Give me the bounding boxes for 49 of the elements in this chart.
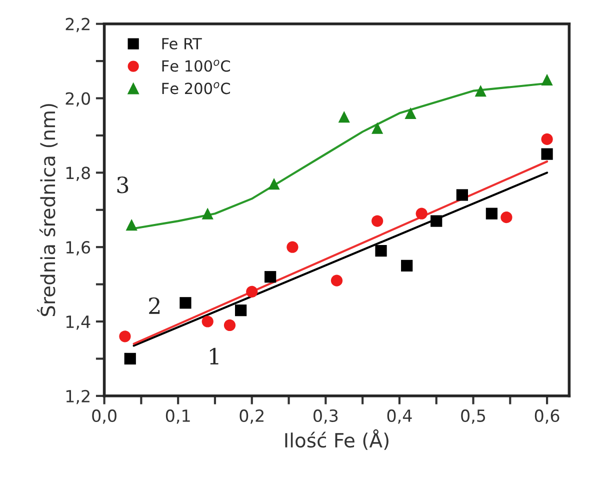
point <box>541 148 553 160</box>
legend-label: Fe 200$^{o}$C <box>162 82 230 94</box>
point <box>202 316 214 328</box>
point <box>401 260 413 272</box>
point <box>474 85 486 97</box>
point <box>124 352 136 365</box>
y-tick-label: 1,2 <box>66 390 90 404</box>
legend-label: Fe RT <box>162 38 202 50</box>
legend-label: Fe 100$^{o}$C <box>162 60 230 72</box>
point <box>416 208 428 220</box>
annotation: 3 <box>117 176 128 194</box>
point <box>375 244 387 257</box>
point <box>126 218 138 231</box>
point <box>372 122 384 134</box>
point <box>541 133 553 145</box>
point <box>268 178 280 190</box>
point <box>486 208 498 220</box>
point <box>500 212 512 224</box>
x-tick-label: 0,3 <box>314 409 338 424</box>
point <box>404 107 416 119</box>
x-axis-title: Ilość Fe (Å) <box>285 429 388 450</box>
y-axis-title: Średnia średnica (nm) <box>37 104 58 316</box>
point <box>338 111 350 123</box>
point <box>541 74 553 86</box>
point <box>224 319 236 332</box>
point <box>286 241 298 253</box>
y-tick-label: 1,8 <box>66 166 90 181</box>
x-tick-label: 0,1 <box>166 409 190 424</box>
point <box>246 286 258 298</box>
point <box>456 189 468 201</box>
point <box>430 215 442 227</box>
x-tick-label: 0,2 <box>240 409 264 424</box>
x-tick-label: 0,0 <box>92 409 116 424</box>
y-tick-label: 2,2 <box>66 18 90 32</box>
point <box>372 215 384 227</box>
x-tick-label: 0,5 <box>461 409 486 424</box>
point <box>264 271 276 283</box>
point <box>330 274 343 286</box>
x-tick-label: 0,4 <box>387 409 412 424</box>
y-tick-label: 1,6 <box>66 241 90 256</box>
annotation: 2 <box>149 297 160 314</box>
point <box>180 297 192 309</box>
annotation: 1 <box>210 348 218 364</box>
point <box>202 208 214 220</box>
y-tick-label: 1,4 <box>66 316 90 330</box>
point <box>235 304 247 316</box>
point <box>119 330 131 342</box>
y-tick-label: 2,0 <box>66 92 90 107</box>
x-tick-label: 0,6 <box>534 409 560 424</box>
